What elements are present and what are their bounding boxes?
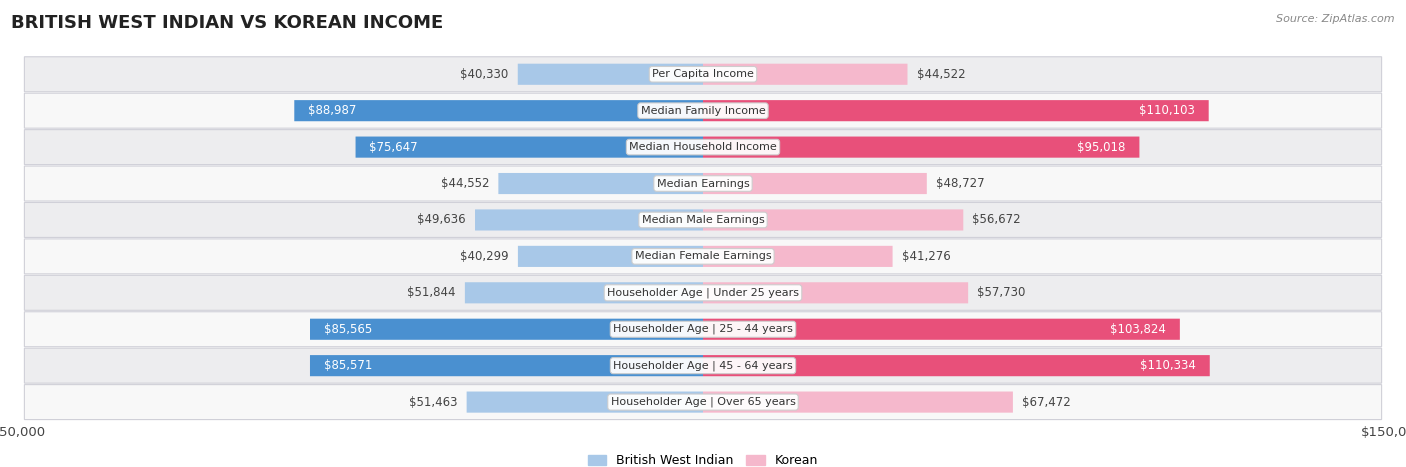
Text: $48,727: $48,727	[936, 177, 984, 190]
FancyBboxPatch shape	[517, 246, 703, 267]
Text: $85,565: $85,565	[323, 323, 373, 336]
FancyBboxPatch shape	[24, 385, 1382, 419]
Text: $40,299: $40,299	[460, 250, 509, 263]
FancyBboxPatch shape	[465, 282, 703, 304]
Text: $40,330: $40,330	[460, 68, 509, 81]
Text: Per Capita Income: Per Capita Income	[652, 69, 754, 79]
FancyBboxPatch shape	[24, 57, 1382, 92]
Text: $56,672: $56,672	[973, 213, 1021, 226]
FancyBboxPatch shape	[703, 246, 893, 267]
Text: Median Household Income: Median Household Income	[628, 142, 778, 152]
FancyBboxPatch shape	[24, 312, 1382, 347]
Text: Median Male Earnings: Median Male Earnings	[641, 215, 765, 225]
FancyBboxPatch shape	[703, 64, 907, 85]
Text: Householder Age | 45 - 64 years: Householder Age | 45 - 64 years	[613, 361, 793, 371]
Text: $85,571: $85,571	[323, 359, 373, 372]
FancyBboxPatch shape	[517, 64, 703, 85]
Text: $88,987: $88,987	[308, 104, 357, 117]
Text: $41,276: $41,276	[901, 250, 950, 263]
FancyBboxPatch shape	[703, 100, 1209, 121]
Text: Householder Age | Under 25 years: Householder Age | Under 25 years	[607, 288, 799, 298]
Text: Median Female Earnings: Median Female Earnings	[634, 251, 772, 262]
FancyBboxPatch shape	[24, 93, 1382, 128]
Text: Median Family Income: Median Family Income	[641, 106, 765, 116]
FancyBboxPatch shape	[467, 391, 703, 413]
Text: Householder Age | 25 - 44 years: Householder Age | 25 - 44 years	[613, 324, 793, 334]
Text: $44,522: $44,522	[917, 68, 966, 81]
FancyBboxPatch shape	[24, 239, 1382, 274]
Text: Householder Age | Over 65 years: Householder Age | Over 65 years	[610, 397, 796, 407]
FancyBboxPatch shape	[703, 391, 1012, 413]
FancyBboxPatch shape	[703, 173, 927, 194]
Text: $51,844: $51,844	[408, 286, 456, 299]
FancyBboxPatch shape	[24, 348, 1382, 383]
Text: $103,824: $103,824	[1111, 323, 1166, 336]
Text: Source: ZipAtlas.com: Source: ZipAtlas.com	[1277, 14, 1395, 24]
Text: $110,103: $110,103	[1139, 104, 1195, 117]
FancyBboxPatch shape	[703, 355, 1209, 376]
FancyBboxPatch shape	[24, 276, 1382, 310]
Text: $75,647: $75,647	[370, 141, 418, 154]
Text: $57,730: $57,730	[977, 286, 1026, 299]
Text: $110,334: $110,334	[1140, 359, 1197, 372]
FancyBboxPatch shape	[24, 130, 1382, 164]
FancyBboxPatch shape	[703, 318, 1180, 340]
Text: $49,636: $49,636	[418, 213, 465, 226]
Text: $95,018: $95,018	[1077, 141, 1126, 154]
FancyBboxPatch shape	[356, 136, 703, 158]
FancyBboxPatch shape	[309, 318, 703, 340]
Text: Median Earnings: Median Earnings	[657, 178, 749, 189]
FancyBboxPatch shape	[24, 203, 1382, 237]
FancyBboxPatch shape	[475, 209, 703, 231]
Text: $67,472: $67,472	[1022, 396, 1071, 409]
FancyBboxPatch shape	[294, 100, 703, 121]
FancyBboxPatch shape	[703, 136, 1139, 158]
FancyBboxPatch shape	[309, 355, 703, 376]
Legend: British West Indian, Korean: British West Indian, Korean	[582, 449, 824, 467]
FancyBboxPatch shape	[703, 209, 963, 231]
Text: BRITISH WEST INDIAN VS KOREAN INCOME: BRITISH WEST INDIAN VS KOREAN INCOME	[11, 14, 443, 32]
FancyBboxPatch shape	[24, 166, 1382, 201]
Text: $51,463: $51,463	[409, 396, 457, 409]
FancyBboxPatch shape	[498, 173, 703, 194]
FancyBboxPatch shape	[703, 282, 969, 304]
Text: $44,552: $44,552	[440, 177, 489, 190]
